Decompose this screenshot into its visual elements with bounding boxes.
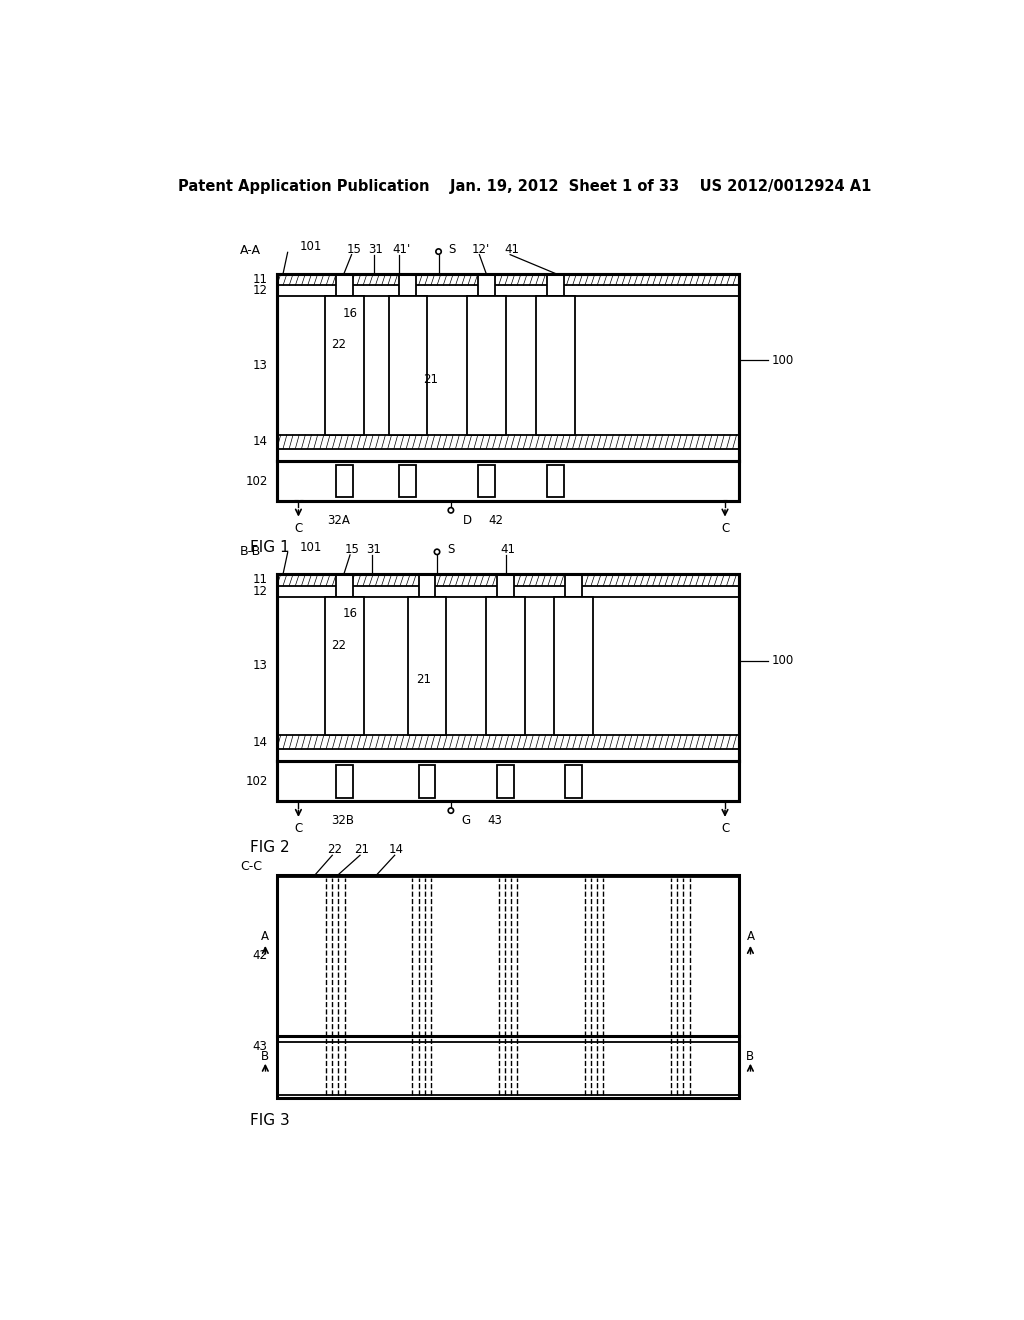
Text: C-C: C-C <box>240 861 262 874</box>
Bar <box>276 574 739 801</box>
Text: C: C <box>721 521 729 535</box>
Text: Patent Application Publication    Jan. 19, 2012  Sheet 1 of 33    US 2012/001292: Patent Application Publication Jan. 19, … <box>178 180 871 194</box>
Bar <box>336 465 353 498</box>
Text: 41: 41 <box>504 243 519 256</box>
Text: C: C <box>721 822 729 834</box>
Text: 100: 100 <box>771 354 794 367</box>
Text: 13: 13 <box>253 359 267 372</box>
Text: 11: 11 <box>253 573 267 586</box>
Text: 22: 22 <box>327 843 342 857</box>
Text: 22: 22 <box>331 338 346 351</box>
Text: 13: 13 <box>253 659 267 672</box>
Bar <box>408 597 446 735</box>
Text: 21: 21 <box>354 843 369 857</box>
Text: 15: 15 <box>345 543 359 556</box>
Text: FIG 1: FIG 1 <box>250 540 290 554</box>
Text: A: A <box>261 931 269 944</box>
Circle shape <box>434 549 439 554</box>
Text: G: G <box>462 814 471 828</box>
Text: 21: 21 <box>423 372 438 385</box>
Text: 41': 41' <box>392 243 411 256</box>
Bar <box>336 574 353 597</box>
Bar <box>326 296 364 434</box>
Text: B: B <box>261 1049 269 1063</box>
Bar <box>276 874 739 1098</box>
Text: C: C <box>294 822 302 834</box>
Bar <box>399 465 416 498</box>
Bar <box>399 275 416 296</box>
Bar <box>497 766 514 797</box>
Bar <box>326 597 364 735</box>
Text: S: S <box>449 243 456 256</box>
Text: 12: 12 <box>253 585 267 598</box>
Bar <box>547 275 564 296</box>
Text: 102: 102 <box>245 474 267 487</box>
Text: 14: 14 <box>253 735 267 748</box>
Text: 101: 101 <box>300 541 323 554</box>
Text: B: B <box>746 1049 755 1063</box>
Text: 11: 11 <box>253 273 267 286</box>
Text: 16: 16 <box>342 306 357 319</box>
Bar <box>478 275 495 296</box>
Bar <box>419 574 435 597</box>
Text: 16: 16 <box>342 607 357 620</box>
Bar <box>419 766 435 797</box>
Bar <box>554 597 593 735</box>
Text: 100: 100 <box>771 653 794 667</box>
Text: 31: 31 <box>368 243 383 256</box>
Bar <box>547 465 564 498</box>
Text: D: D <box>463 513 472 527</box>
Text: S: S <box>447 543 455 556</box>
Text: 42: 42 <box>488 513 504 527</box>
Bar <box>565 574 582 597</box>
Bar <box>388 296 427 434</box>
Text: C: C <box>294 521 302 535</box>
Text: 101: 101 <box>300 240 323 253</box>
Text: 12: 12 <box>253 284 267 297</box>
Circle shape <box>449 808 454 813</box>
Text: 102: 102 <box>245 775 267 788</box>
Bar <box>486 597 524 735</box>
Bar <box>336 766 353 797</box>
Text: 22: 22 <box>331 639 346 652</box>
Text: 32A: 32A <box>327 513 350 527</box>
Text: 14: 14 <box>389 843 403 857</box>
Text: A-A: A-A <box>240 244 261 257</box>
Bar <box>276 574 739 801</box>
Bar <box>497 574 514 597</box>
Text: 14: 14 <box>253 436 267 449</box>
Text: 43: 43 <box>487 814 502 828</box>
Text: 41: 41 <box>501 543 515 556</box>
Bar <box>336 275 353 296</box>
Bar <box>276 275 739 502</box>
Circle shape <box>436 249 441 255</box>
Bar <box>565 766 582 797</box>
Text: 32B: 32B <box>331 814 353 828</box>
Text: 43: 43 <box>253 1040 267 1053</box>
Bar <box>537 296 574 434</box>
Circle shape <box>449 508 454 513</box>
Text: A: A <box>746 931 755 944</box>
Text: 42: 42 <box>253 949 267 962</box>
Text: 21: 21 <box>416 673 431 686</box>
Text: FIG 3: FIG 3 <box>250 1113 290 1129</box>
Text: 15: 15 <box>346 243 361 256</box>
Bar <box>467 296 506 434</box>
Text: 12': 12' <box>472 243 490 256</box>
Bar <box>478 465 495 498</box>
Bar <box>276 275 739 502</box>
Text: FIG 2: FIG 2 <box>250 840 290 855</box>
Text: 31: 31 <box>367 543 381 556</box>
Text: B-B: B-B <box>240 545 261 557</box>
